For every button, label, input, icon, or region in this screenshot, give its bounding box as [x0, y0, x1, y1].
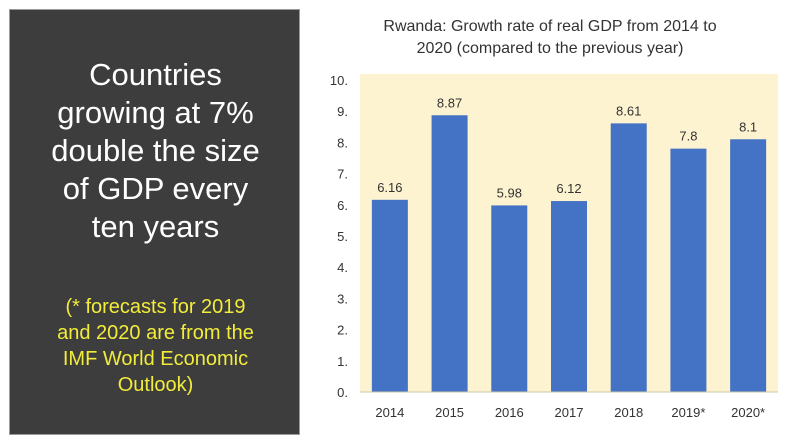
y-tick-label: 10. — [330, 73, 348, 88]
headline-line: ten years — [91, 209, 220, 244]
chart-title: Rwanda: Growth rate of real GDP from 201… — [300, 16, 800, 60]
chart-title-line: Rwanda: Growth rate of real GDP from 201… — [383, 18, 717, 35]
x-tick-label: 2016 — [495, 405, 524, 420]
data-label: 8.1 — [739, 119, 757, 134]
data-label: 6.16 — [377, 180, 402, 195]
footnote-line: IMF World Economic — [62, 348, 249, 370]
bar — [431, 115, 468, 393]
headline-line: growing at 7% — [57, 95, 254, 130]
bar — [670, 148, 707, 392]
data-label: 8.87 — [437, 95, 462, 110]
footnote-line: Outlook) — [117, 374, 194, 396]
y-tick-label: 5. — [337, 229, 348, 244]
y-tick-label: 0. — [337, 385, 348, 400]
bar-chart: 0. 1. 2. 3. 4. 5. 6. 7. 8. 9. 10. 6.16 2014 8.87 2015 5… — [330, 73, 778, 420]
bar — [491, 205, 528, 392]
y-tick-label: 9. — [337, 104, 348, 119]
chart-title-line: 2020 (compared to the previous year) — [416, 40, 684, 57]
headline: Countries growing at 7% double the size … — [10, 56, 301, 246]
data-label: 8.61 — [616, 103, 641, 118]
headline-line: Countries — [89, 57, 222, 92]
y-tick-label: 3. — [337, 291, 348, 306]
footnote-line: and 2020 are from the — [57, 322, 254, 344]
x-tick-label: 2019* — [671, 405, 705, 420]
y-tick-label: 4. — [337, 260, 348, 275]
data-label: 5.98 — [497, 185, 522, 200]
forecast-footnote: (* forecasts for 2019 and 2020 are from … — [10, 294, 301, 398]
footnote-line: (* forecasts for 2019 — [65, 296, 246, 318]
bar — [610, 123, 647, 393]
y-tick-label: 1. — [337, 354, 348, 369]
y-tick-label: 7. — [337, 167, 348, 182]
chart-panel: Rwanda: Growth rate of real GDP from 201… — [300, 0, 800, 444]
y-tick-label: 2. — [337, 323, 348, 338]
left-panel: Countries growing at 7% double the size … — [9, 9, 300, 435]
y-tick-label: 8. — [337, 135, 348, 150]
bar — [371, 199, 408, 392]
headline-line: of GDP every — [62, 171, 249, 206]
x-tick-label: 2020* — [731, 405, 765, 420]
data-label: 7.8 — [679, 129, 697, 144]
x-tick-label: 2015 — [435, 405, 464, 420]
headline-line: double the size — [51, 133, 260, 168]
x-tick-label: 2018 — [614, 405, 643, 420]
bar — [730, 139, 767, 392]
bar — [551, 201, 587, 392]
data-label: 6.12 — [556, 181, 581, 196]
x-tick-label: 2017 — [555, 405, 584, 420]
x-tick-label: 2014 — [375, 405, 404, 420]
y-tick-label: 6. — [337, 198, 348, 213]
